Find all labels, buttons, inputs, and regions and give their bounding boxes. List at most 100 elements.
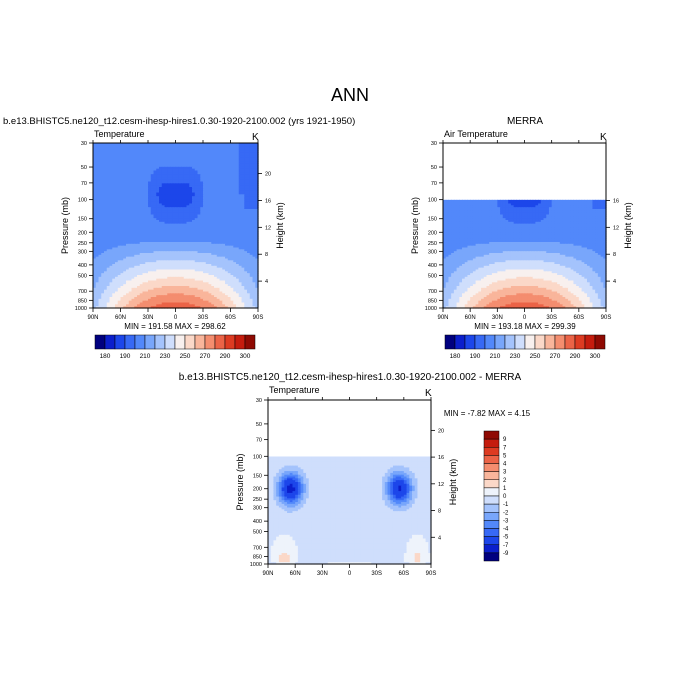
- heatmap-cell: [249, 185, 254, 188]
- heatmap-cell: [236, 216, 240, 219]
- heatmap-cell: [203, 181, 207, 184]
- heatmap-cell: [227, 176, 232, 179]
- heatmap-cell: [183, 271, 188, 274]
- heatmap-cell: [241, 198, 245, 201]
- heatmap-cell: [216, 201, 221, 205]
- heatmap-cell: [214, 165, 218, 168]
- heatmap-cell: [183, 267, 188, 271]
- heatmap-cell: [178, 289, 182, 293]
- heatmap-cell: [219, 188, 223, 192]
- heatmap-cell: [106, 152, 111, 155]
- heatmap-cell: [95, 177, 100, 181]
- heatmap-cell: [134, 276, 138, 280]
- heatmap-cell: [181, 207, 185, 210]
- heatmap-cell: [123, 146, 127, 150]
- heatmap-cell: [181, 251, 185, 254]
- heatmap-cell: [227, 198, 232, 201]
- heatmap-cell: [159, 264, 163, 267]
- heatmap-cell: [227, 291, 232, 294]
- heatmap-cell: [200, 254, 204, 258]
- heatmap-cell: [197, 223, 201, 227]
- heatmap-cell: [249, 205, 254, 208]
- heatmap-cell: [205, 286, 210, 289]
- heatmap-cell: [101, 227, 105, 230]
- heatmap-cell: [249, 157, 254, 161]
- heatmap-cell: [247, 265, 251, 269]
- heatmap-cell: [172, 179, 177, 183]
- heatmap-cell: [186, 192, 190, 195]
- heatmap-cell: [101, 188, 105, 192]
- heatmap-cell: [200, 229, 204, 232]
- heatmap-cell: [205, 210, 210, 214]
- heatmap-cell: [109, 174, 113, 177]
- heatmap-cell: [236, 232, 240, 236]
- heatmap-cell: [249, 201, 254, 205]
- heatmap-cell: [115, 269, 119, 272]
- heatmap-cell: [236, 265, 240, 269]
- heatmap-cell: [200, 280, 204, 283]
- heatmap-cell: [131, 190, 135, 194]
- heatmap-cell: [203, 159, 207, 162]
- heatmap-cell: [95, 223, 100, 227]
- heatmap-cell: [244, 168, 248, 172]
- heatmap-cell: [183, 203, 188, 206]
- heatmap-cell: [183, 207, 188, 210]
- heatmap-cell: [172, 155, 177, 159]
- heatmap-cell: [161, 185, 166, 188]
- heatmap-cell: [211, 271, 215, 274]
- heatmap-cell: [164, 291, 168, 294]
- heatmap-cell: [170, 205, 174, 208]
- heatmap-cell: [233, 282, 237, 285]
- heatmap-cell: [178, 251, 182, 254]
- heatmap-cell: [145, 286, 149, 289]
- heatmap-cell: [175, 276, 179, 280]
- heatmap-cell: [227, 194, 232, 197]
- heatmap-cell: [131, 223, 135, 227]
- heatmap-cell: [227, 220, 232, 223]
- heatmap-cell: [137, 203, 141, 206]
- heatmap-cell: [117, 150, 122, 153]
- heatmap-cell: [241, 232, 245, 236]
- heatmap-cell: [161, 179, 166, 183]
- heatmap-cell: [186, 278, 190, 282]
- heatmap-cell: [137, 205, 141, 208]
- heatmap-cell: [153, 155, 157, 159]
- heatmap-cell: [120, 192, 124, 195]
- heatmap-cell: [145, 214, 149, 217]
- heatmap-cell: [194, 218, 199, 221]
- heatmap-cell: [233, 183, 237, 186]
- heatmap-cell: [109, 155, 113, 159]
- heatmap-cell: [178, 231, 182, 234]
- heatmap-cell: [93, 209, 97, 212]
- heatmap-cell: [142, 262, 146, 265]
- heatmap-cell: [192, 157, 196, 161]
- heatmap-cell: [205, 256, 210, 260]
- heatmap-cell: [98, 223, 102, 227]
- heatmap-cell: [115, 214, 119, 217]
- heatmap-cell: [211, 187, 215, 190]
- heatmap-cell: [227, 209, 232, 212]
- heatmap-cell: [255, 249, 259, 252]
- heatmap-cell: [183, 187, 188, 190]
- heatmap-cell: [178, 152, 182, 155]
- heatmap-cell: [172, 154, 177, 157]
- heatmap-cell: [214, 216, 218, 219]
- heatmap-cell: [164, 247, 168, 250]
- heatmap-cell: [230, 229, 234, 232]
- heatmap-cell: [216, 190, 221, 194]
- heatmap-cell: [112, 291, 116, 294]
- heatmap-cell: [95, 258, 100, 261]
- heatmap-cell: [117, 243, 122, 247]
- heatmap-cell: [109, 148, 113, 151]
- heatmap-cell: [126, 166, 130, 170]
- heatmap-cell: [189, 198, 193, 201]
- heatmap-cell: [203, 264, 207, 267]
- heatmap-cell: [238, 265, 243, 269]
- heatmap-cell: [205, 148, 210, 151]
- heatmap-cell: [142, 240, 146, 243]
- heatmap-cell: [95, 144, 100, 148]
- heatmap-cell: [255, 253, 259, 256]
- heatmap-cell: [109, 245, 113, 249]
- heatmap-cell: [104, 273, 108, 276]
- heatmap-cell: [126, 278, 130, 282]
